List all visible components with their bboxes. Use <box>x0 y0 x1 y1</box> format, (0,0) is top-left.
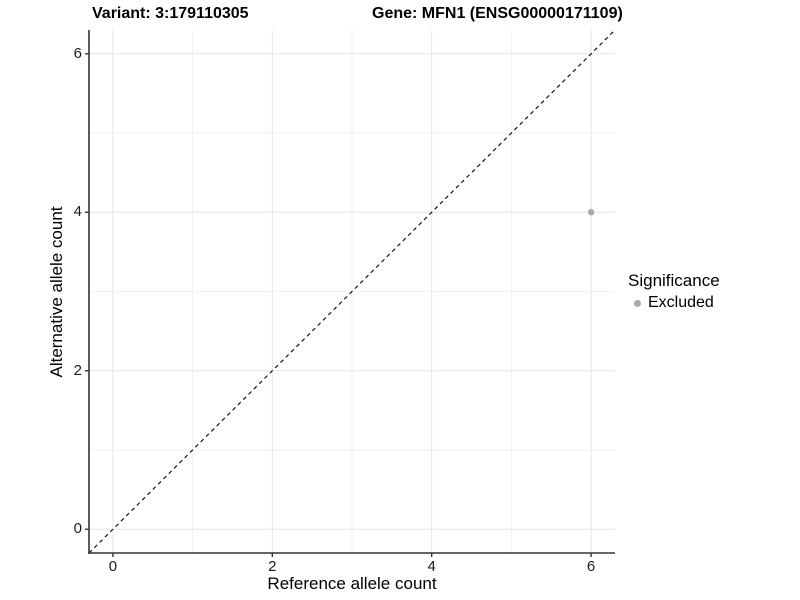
y-tick-label: 2 <box>73 361 82 379</box>
data-point <box>587 209 595 216</box>
legend-key-dot-icon <box>634 299 641 307</box>
legend-item: Excluded <box>628 294 720 312</box>
y-tick-label: 4 <box>73 203 82 221</box>
legend-title: Significance <box>628 271 720 290</box>
y-axis-title: Alternative allele count <box>47 206 66 378</box>
identity-dashed-line <box>88 29 616 554</box>
x-axis-title: Reference allele count <box>267 574 437 593</box>
legend: Significance Excluded <box>628 271 720 312</box>
x-tick-label: 4 <box>427 558 436 575</box>
x-tick-label: 0 <box>108 558 118 575</box>
y-tick-label: 6 <box>73 44 82 62</box>
legend-items: Excluded <box>628 294 720 312</box>
legend-item-label: Excluded <box>648 294 714 311</box>
variant-title: Variant: 3:179110305 <box>92 5 249 22</box>
x-tick-label: 2 <box>268 558 277 575</box>
gene-title: Gene: MFN1 (ENSG00000171109) <box>372 5 623 22</box>
y-tick-label: 0 <box>73 520 82 538</box>
x-tick-label: 6 <box>586 558 596 575</box>
